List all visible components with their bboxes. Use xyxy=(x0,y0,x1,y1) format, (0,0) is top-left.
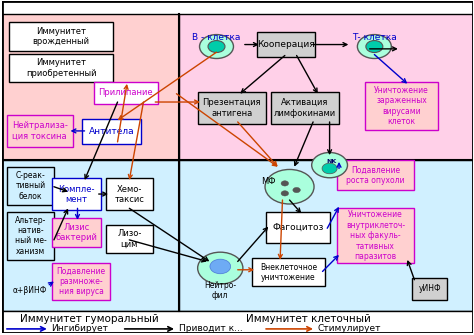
Text: С-реак-
тивный
белок: С-реак- тивный белок xyxy=(15,171,46,201)
FancyBboxPatch shape xyxy=(52,263,110,300)
Text: Антитела: Антитела xyxy=(89,127,135,136)
Text: Кооперация: Кооперация xyxy=(257,40,315,49)
FancyBboxPatch shape xyxy=(337,208,414,263)
Text: Лизис
бактерий: Лизис бактерий xyxy=(55,223,97,242)
FancyBboxPatch shape xyxy=(52,179,101,210)
Circle shape xyxy=(200,35,234,59)
Text: Ингибирует: Ингибирует xyxy=(52,324,109,333)
FancyBboxPatch shape xyxy=(7,115,73,147)
FancyBboxPatch shape xyxy=(271,92,339,124)
Circle shape xyxy=(366,41,383,53)
Text: МФ: МФ xyxy=(261,177,275,186)
Text: Активация
лимфокинами: Активация лимфокинами xyxy=(274,98,336,118)
Text: Т- клетка: Т- клетка xyxy=(352,34,397,43)
Circle shape xyxy=(322,163,337,174)
Text: α+βИНФ: α+βИНФ xyxy=(12,286,46,295)
Text: Нейтрализа-
ция токсина: Нейтрализа- ция токсина xyxy=(12,121,68,141)
Text: Альтер-
натив-
ный ме-
ханизм: Альтер- натив- ный ме- ханизм xyxy=(15,216,46,256)
FancyBboxPatch shape xyxy=(337,160,414,190)
FancyBboxPatch shape xyxy=(82,119,141,143)
FancyBboxPatch shape xyxy=(412,278,447,300)
Circle shape xyxy=(198,252,243,284)
Circle shape xyxy=(357,35,392,59)
FancyBboxPatch shape xyxy=(52,218,101,247)
Text: Лизо-
цим: Лизо- цим xyxy=(117,229,142,249)
FancyBboxPatch shape xyxy=(9,22,113,51)
FancyBboxPatch shape xyxy=(365,82,438,130)
Bar xyxy=(2,160,179,311)
Text: В - клетка: В - клетка xyxy=(192,34,241,43)
Text: Подавление
роста опухоли: Подавление роста опухоли xyxy=(346,165,405,185)
Bar xyxy=(2,14,179,160)
Text: Иммунитет гуморальный: Иммунитет гуморальный xyxy=(20,314,159,324)
Circle shape xyxy=(210,259,231,274)
FancyBboxPatch shape xyxy=(198,92,266,124)
FancyBboxPatch shape xyxy=(7,212,54,260)
Bar xyxy=(2,311,474,333)
Bar xyxy=(179,160,474,311)
Text: Приводит к...: Приводит к... xyxy=(179,324,243,333)
Text: Иммунитет клеточный: Иммунитет клеточный xyxy=(246,314,371,324)
FancyBboxPatch shape xyxy=(252,258,325,286)
Bar xyxy=(179,14,474,160)
Text: Подавление
размноже-
ния вируса: Подавление размноже- ния вируса xyxy=(56,267,106,296)
FancyBboxPatch shape xyxy=(9,54,113,82)
Text: Фагоцитоз: Фагоцитоз xyxy=(272,223,323,232)
Text: уИНФ: уИНФ xyxy=(419,284,441,293)
FancyBboxPatch shape xyxy=(94,82,157,104)
Text: Иммунитет
врожденный: Иммунитет врожденный xyxy=(33,27,90,46)
FancyBboxPatch shape xyxy=(106,225,153,253)
Text: Иммунитет
приобретенный: Иммунитет приобретенный xyxy=(26,58,96,78)
Text: Стимулирует: Стимулирует xyxy=(318,324,381,333)
Text: Презентация
антигена: Презентация антигена xyxy=(202,98,261,118)
Circle shape xyxy=(312,152,347,178)
Text: Нейтро-
фил: Нейтро- фил xyxy=(204,281,237,300)
Text: Внеклеточное
уничтожение: Внеклеточное уничтожение xyxy=(260,263,317,282)
Text: NK: NK xyxy=(327,159,337,164)
Text: Уничтожение
внутриклеточ-
ных факуль-
тативных
паразитов: Уничтожение внутриклеточ- ных факуль- та… xyxy=(346,210,405,261)
FancyBboxPatch shape xyxy=(106,179,153,210)
Text: Прилипание: Прилипание xyxy=(99,88,153,97)
Circle shape xyxy=(281,191,289,196)
Circle shape xyxy=(208,41,225,53)
Text: Компле-
мент: Компле- мент xyxy=(58,185,95,204)
Text: Хемо-
таксис: Хемо- таксис xyxy=(114,185,144,204)
Text: Уничтожение
зараженных
вирусами
клеток: Уничтожение зараженных вирусами клеток xyxy=(374,86,429,126)
FancyBboxPatch shape xyxy=(256,32,316,57)
FancyBboxPatch shape xyxy=(7,167,54,205)
Circle shape xyxy=(293,187,301,193)
FancyBboxPatch shape xyxy=(266,212,329,243)
Circle shape xyxy=(265,170,314,204)
Circle shape xyxy=(281,181,289,186)
